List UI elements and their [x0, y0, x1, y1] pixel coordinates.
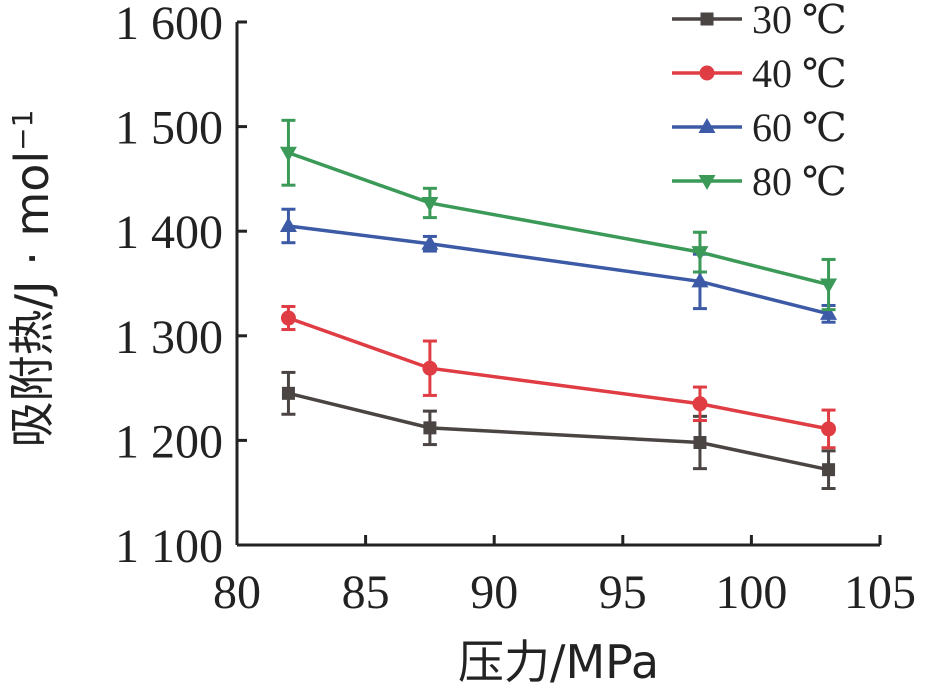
legend-label: 40 ℃: [752, 51, 847, 96]
x-axis-title: 压力/MPa: [458, 635, 659, 689]
ticks: 80 85 90 95 100 105 1 100 1 200 1 300 1 400 1 500 1…: [115, 0, 916, 619]
square-marker: [700, 12, 714, 26]
triangle-down-marker: [691, 246, 709, 262]
triangle-up-marker: [698, 118, 716, 133]
legend-label: 60 ℃: [752, 105, 847, 150]
square-marker: [423, 421, 437, 435]
circle-marker: [422, 360, 438, 376]
y-tick-label: 1 300: [115, 311, 223, 364]
series-line: [288, 224, 829, 316]
y-tick-label: 1 100: [115, 520, 223, 573]
triangle-down-marker: [820, 278, 838, 294]
triangle-up-marker: [691, 272, 709, 288]
square-marker: [693, 435, 707, 449]
circle-marker: [280, 310, 296, 326]
triangle-up-marker: [820, 304, 838, 320]
series-line: [287, 316, 829, 431]
circle-marker: [699, 65, 715, 81]
legend-label: 80 ℃: [752, 159, 847, 204]
series-line: [287, 151, 829, 287]
triangle-down-marker: [421, 196, 439, 212]
y-tick-label: 1 400: [115, 206, 223, 259]
x-tick-label: 95: [599, 566, 647, 619]
triangle-down-marker: [279, 146, 297, 162]
legend-item: 30 ℃: [672, 0, 847, 42]
triangle-down-marker: [698, 175, 716, 190]
axes: [235, 22, 880, 547]
y-tick-label: 1 500: [115, 102, 223, 155]
triangle-up-marker: [279, 216, 297, 232]
x-tick-label: 105: [844, 566, 916, 619]
circle-marker: [821, 421, 837, 437]
x-tick-label: 80: [213, 566, 261, 619]
square-marker: [281, 386, 295, 400]
series-0: [281, 370, 836, 491]
series-3: [279, 118, 838, 312]
series-line: [288, 391, 829, 472]
y-tick-label: 1 600: [115, 0, 223, 50]
legend-item: 40 ℃: [672, 51, 847, 96]
series-2: [279, 207, 838, 324]
legend: 30 ℃ 40 ℃ 60 ℃ 80 ℃: [672, 0, 847, 204]
x-tick-label: 85: [342, 566, 390, 619]
series-layer: [279, 118, 838, 491]
y-axis-title: 吸附热/J · mol−1: [5, 110, 59, 448]
y-tick-label: 1 200: [115, 415, 223, 468]
x-tick-label: 100: [715, 566, 787, 619]
triangle-up-marker: [421, 234, 439, 250]
y-axis-title-main: 吸附热/J · mol: [5, 151, 59, 448]
square-marker: [822, 463, 836, 477]
x-tick-label: 90: [470, 566, 518, 619]
series-1: [280, 305, 837, 450]
legend-item: 60 ℃: [672, 105, 847, 150]
y-axis-title-superscript: −1: [6, 110, 39, 151]
legend-item: 80 ℃: [672, 159, 847, 204]
legend-label: 30 ℃: [752, 0, 847, 42]
circle-marker: [692, 396, 708, 412]
